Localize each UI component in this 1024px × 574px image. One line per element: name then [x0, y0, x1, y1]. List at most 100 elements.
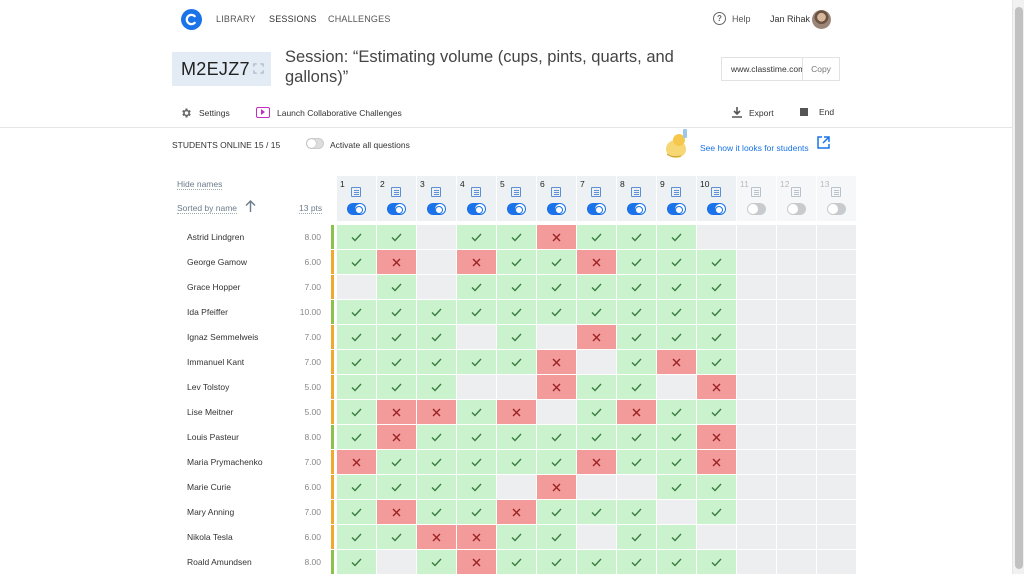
- session-url[interactable]: www.classtime.com: [731, 64, 802, 74]
- answer-cell-correct[interactable]: [457, 425, 496, 449]
- answer-cell-correct[interactable]: [337, 375, 376, 399]
- total-points[interactable]: 13 pts: [299, 203, 323, 214]
- answer-cell-correct[interactable]: [657, 450, 696, 474]
- answer-cell-correct[interactable]: [497, 450, 536, 474]
- question-header-7[interactable]: 7: [577, 176, 616, 221]
- answer-cell-correct[interactable]: [657, 475, 696, 499]
- answer-cell-correct[interactable]: [617, 300, 656, 324]
- scrollbar-thumb[interactable]: [1015, 7, 1023, 569]
- answer-cell-correct[interactable]: [537, 250, 576, 274]
- answer-cell-correct[interactable]: [657, 325, 696, 349]
- answer-cell-wrong[interactable]: [417, 525, 456, 549]
- answer-cell-correct[interactable]: [697, 400, 736, 424]
- answer-cell-wrong[interactable]: [577, 450, 616, 474]
- question-header-5[interactable]: 5: [497, 176, 536, 221]
- answer-cell-correct[interactable]: [377, 450, 416, 474]
- answer-cell-correct[interactable]: [417, 450, 456, 474]
- student-name[interactable]: Ida Pfeiffer: [187, 307, 228, 317]
- question-details-icon[interactable]: [831, 187, 841, 197]
- external-link-icon[interactable]: [817, 136, 830, 149]
- fullscreen-icon[interactable]: [253, 63, 264, 74]
- question-toggle[interactable]: [747, 203, 766, 215]
- answer-cell-correct[interactable]: [457, 225, 496, 249]
- question-toggle[interactable]: [427, 203, 446, 215]
- answer-cell-correct[interactable]: [537, 500, 576, 524]
- answer-cell-correct[interactable]: [537, 450, 576, 474]
- answer-cell-correct[interactable]: [577, 550, 616, 574]
- answer-cell-correct[interactable]: [577, 275, 616, 299]
- question-header-10[interactable]: 10: [697, 176, 736, 221]
- answer-cell-correct[interactable]: [657, 400, 696, 424]
- answer-cell-correct[interactable]: [337, 325, 376, 349]
- question-details-icon[interactable]: [791, 187, 801, 197]
- answer-cell-correct[interactable]: [657, 525, 696, 549]
- answer-cell-correct[interactable]: [577, 500, 616, 524]
- answer-cell-correct[interactable]: [697, 275, 736, 299]
- student-name[interactable]: Louis Pasteur: [187, 432, 239, 442]
- answer-cell-correct[interactable]: [337, 300, 376, 324]
- answer-cell-correct[interactable]: [337, 475, 376, 499]
- question-header-8[interactable]: 8: [617, 176, 656, 221]
- answer-cell-correct[interactable]: [657, 225, 696, 249]
- answer-cell-correct[interactable]: [577, 400, 616, 424]
- answer-cell-correct[interactable]: [337, 400, 376, 424]
- student-name[interactable]: George Gamow: [187, 257, 247, 267]
- question-header-9[interactable]: 9: [657, 176, 696, 221]
- answer-cell-correct[interactable]: [537, 300, 576, 324]
- question-details-icon[interactable]: [631, 187, 641, 197]
- scrollbar[interactable]: [1012, 0, 1024, 574]
- question-header-13[interactable]: 13: [817, 176, 856, 221]
- classtime-logo[interactable]: [181, 9, 202, 30]
- answer-cell-correct[interactable]: [377, 525, 416, 549]
- answer-cell-correct[interactable]: [417, 550, 456, 574]
- question-header-3[interactable]: 3: [417, 176, 456, 221]
- answer-cell-wrong[interactable]: [537, 225, 576, 249]
- answer-cell-correct[interactable]: [337, 425, 376, 449]
- answer-cell-correct[interactable]: [617, 525, 656, 549]
- answer-cell-wrong[interactable]: [457, 525, 496, 549]
- answer-cell-correct[interactable]: [697, 350, 736, 374]
- question-toggle[interactable]: [507, 203, 526, 215]
- answer-cell-correct[interactable]: [497, 225, 536, 249]
- nav-sessions[interactable]: SESSIONS: [269, 14, 317, 24]
- avatar[interactable]: [812, 10, 831, 29]
- question-details-icon[interactable]: [551, 187, 561, 197]
- question-toggle[interactable]: [387, 203, 406, 215]
- answer-cell-correct[interactable]: [417, 425, 456, 449]
- answer-cell-wrong[interactable]: [377, 250, 416, 274]
- settings-button[interactable]: Settings: [180, 107, 230, 119]
- answer-cell-correct[interactable]: [697, 250, 736, 274]
- answer-cell-correct[interactable]: [337, 500, 376, 524]
- answer-cell-wrong[interactable]: [537, 350, 576, 374]
- answer-cell-correct[interactable]: [497, 325, 536, 349]
- question-details-icon[interactable]: [671, 187, 681, 197]
- question-toggle[interactable]: [787, 203, 806, 215]
- activate-all-toggle[interactable]: [306, 138, 324, 149]
- answer-cell-wrong[interactable]: [697, 375, 736, 399]
- student-name[interactable]: Lise Meitner: [187, 407, 234, 417]
- answer-cell-wrong[interactable]: [377, 425, 416, 449]
- answer-cell-correct[interactable]: [377, 275, 416, 299]
- answer-cell-correct[interactable]: [337, 550, 376, 574]
- student-name[interactable]: Grace Hopper: [187, 282, 241, 292]
- question-details-icon[interactable]: [471, 187, 481, 197]
- answer-cell-wrong[interactable]: [457, 250, 496, 274]
- answer-cell-correct[interactable]: [457, 400, 496, 424]
- answer-cell-correct[interactable]: [457, 500, 496, 524]
- answer-cell-correct[interactable]: [617, 375, 656, 399]
- sort-by-name[interactable]: Sorted by name: [177, 203, 238, 214]
- question-toggle[interactable]: [467, 203, 486, 215]
- see-how-link[interactable]: See how it looks for students: [700, 143, 809, 153]
- answer-cell-correct[interactable]: [497, 250, 536, 274]
- answer-cell-correct[interactable]: [657, 300, 696, 324]
- answer-cell-correct[interactable]: [697, 300, 736, 324]
- answer-cell-correct[interactable]: [697, 500, 736, 524]
- answer-cell-correct[interactable]: [497, 300, 536, 324]
- student-name[interactable]: Astrid Lindgren: [187, 232, 245, 242]
- answer-cell-correct[interactable]: [617, 225, 656, 249]
- answer-cell-wrong[interactable]: [657, 350, 696, 374]
- answer-cell-correct[interactable]: [697, 325, 736, 349]
- answer-cell-wrong[interactable]: [617, 400, 656, 424]
- answer-cell-correct[interactable]: [457, 475, 496, 499]
- answer-cell-correct[interactable]: [457, 350, 496, 374]
